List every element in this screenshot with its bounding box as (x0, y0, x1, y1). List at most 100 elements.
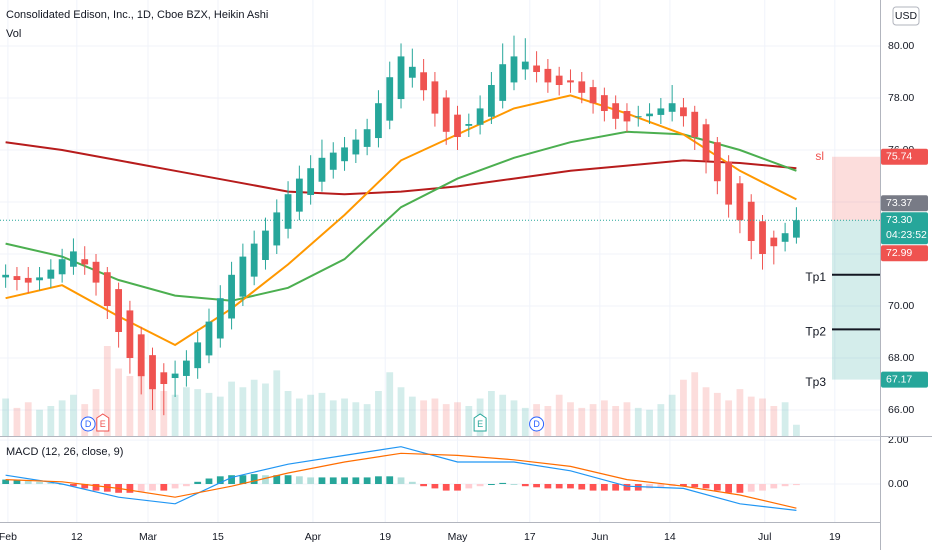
macd-histogram-bar (544, 484, 552, 489)
candle-body (431, 81, 439, 114)
macd-histogram-bar (228, 475, 235, 485)
candle-body (408, 66, 416, 78)
moving-average (5, 94, 797, 347)
candle-body (747, 201, 755, 242)
candle-body (352, 139, 360, 155)
volume-bar (318, 392, 326, 436)
macd-histogram-bar (13, 479, 21, 485)
macd-histogram-bar (646, 484, 653, 489)
candle-body (307, 168, 315, 195)
y-tick-label: 80.00 (888, 40, 914, 52)
candle-body (13, 276, 21, 281)
volume-label: Vol (6, 28, 21, 40)
candle-body (680, 107, 687, 117)
volume-bar (250, 379, 258, 436)
moving-average (5, 130, 797, 302)
candle-body (781, 233, 789, 242)
candle-body (183, 360, 190, 376)
y-tick-label: 70.00 (888, 300, 914, 312)
macd-histogram-bar (262, 475, 269, 485)
macd-histogram-bar (149, 484, 156, 491)
candle-body (149, 355, 156, 390)
x-tick-label: 14 (664, 531, 676, 543)
volume-bar (657, 404, 665, 436)
price-badge (881, 212, 928, 245)
macd-histogram-bar (386, 476, 394, 485)
volume-bar (216, 396, 224, 436)
volume-bar (431, 398, 439, 436)
event-label: D (85, 419, 92, 429)
macd-line (5, 446, 797, 511)
candle-body (713, 142, 721, 182)
price-badge (881, 195, 928, 212)
macd-histogram-bar (691, 484, 699, 488)
candle-body (284, 194, 292, 229)
target-name: Tp1 (805, 270, 826, 284)
candle-body (555, 75, 563, 86)
volume-bar (24, 402, 32, 436)
macd-histogram-bar (341, 477, 348, 485)
candle-body (363, 129, 371, 147)
candle-body (70, 251, 77, 267)
volume-bar (646, 409, 653, 436)
volume-bar (2, 398, 10, 436)
candle-body (612, 103, 620, 119)
candle-body (646, 113, 653, 117)
candle-body (578, 81, 586, 93)
volume-bar (793, 424, 800, 436)
volume-bar (397, 387, 405, 436)
y-tick-label: 78.00 (888, 92, 914, 104)
macd-histogram-bar (431, 484, 439, 489)
macd-histogram-bar (476, 484, 484, 487)
macd-histogram-bar (408, 481, 416, 485)
volume-bar (589, 404, 597, 436)
macd-histogram-bar (70, 484, 77, 487)
candle-body (329, 152, 337, 170)
candle-body (92, 261, 100, 283)
macd-histogram-bar (521, 484, 529, 487)
candle-body (295, 178, 303, 212)
volume-bar (171, 394, 179, 436)
candle-body (160, 372, 168, 385)
volume-bar (13, 407, 21, 436)
volume-bar (115, 368, 123, 436)
volume-bar (47, 406, 55, 436)
macd-histogram-bar (318, 477, 326, 485)
macd-histogram-bar (24, 480, 32, 485)
chart-title: Consolidated Edison, Inc., 1D, Cboe BZX,… (6, 9, 268, 21)
volume-bar (465, 406, 473, 436)
macd-histogram-bar (442, 484, 450, 491)
volume-bar (58, 400, 66, 436)
volume-bar (36, 409, 43, 436)
macd-histogram-bar (183, 484, 190, 487)
candle-body (521, 61, 529, 70)
macd-histogram-bar (420, 484, 428, 487)
macd-histogram-bar (352, 477, 360, 485)
volume-bar (329, 400, 337, 436)
macd-histogram-bar (81, 484, 89, 489)
macd-histogram-bar (736, 484, 744, 493)
x-tick-label: 17 (524, 531, 536, 543)
macd-histogram-bar (759, 484, 766, 491)
x-tick-label: 19 (829, 531, 841, 543)
macd-histogram-bar (171, 484, 179, 489)
macd-histogram-bar (103, 484, 111, 492)
candle-body (442, 97, 450, 132)
macd-histogram-bar (307, 477, 315, 485)
candle-body (228, 274, 235, 319)
price-badge (881, 245, 928, 262)
macd-histogram-bar (92, 484, 100, 491)
price-badge-label: 73.37 (886, 197, 912, 209)
event-badge (96, 413, 110, 432)
candle-body (103, 272, 111, 307)
currency-box[interactable] (892, 6, 920, 26)
candle-body (725, 161, 733, 205)
macd-histogram-bar (567, 484, 574, 489)
candle-body (623, 111, 631, 122)
volume-bar (691, 372, 699, 436)
currency[interactable]: USD (895, 10, 918, 22)
candle-body (567, 80, 574, 83)
volume-bar (126, 376, 134, 436)
x-tick-label: Jun (591, 531, 608, 543)
countdown: 04:23:52 (886, 229, 927, 241)
